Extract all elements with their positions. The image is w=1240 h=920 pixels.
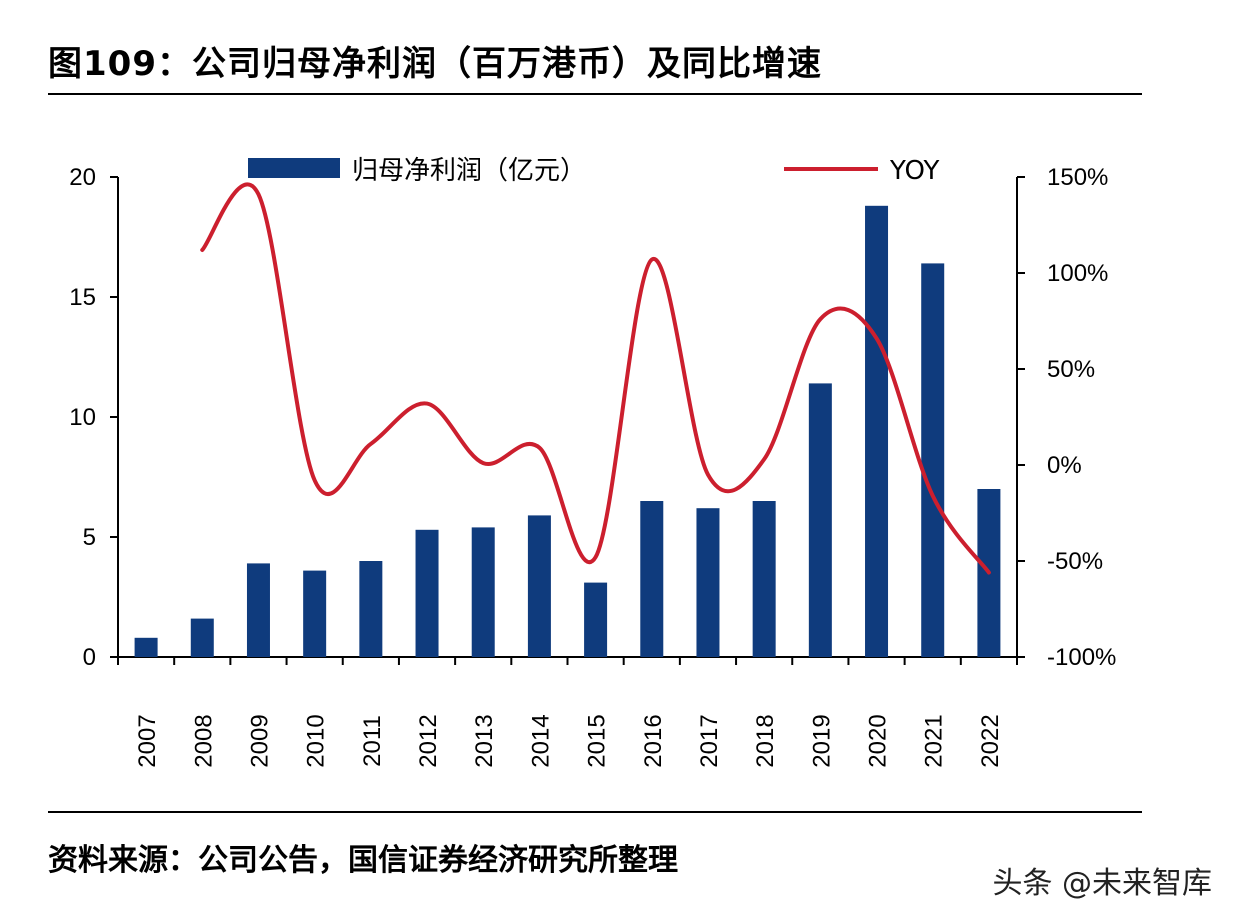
x-tick-label: 2021 bbox=[921, 714, 948, 767]
left-tick-label: 10 bbox=[69, 404, 96, 431]
legend-label-line: YOY bbox=[889, 156, 940, 186]
right-tick-label: 50% bbox=[1047, 356, 1095, 383]
bar-2021 bbox=[921, 263, 945, 657]
bar-2019 bbox=[808, 383, 832, 657]
yoy-line-group bbox=[200, 182, 991, 575]
left-tick-label: 0 bbox=[83, 644, 96, 671]
bars-group bbox=[134, 205, 1001, 658]
bar-2008 bbox=[190, 618, 214, 657]
x-tick-label: 2018 bbox=[752, 714, 779, 767]
right-tick-label: 0% bbox=[1047, 452, 1082, 479]
legend: 归母净利润（亿元） YOY bbox=[248, 156, 940, 186]
source-note: 资料来源：公司公告，国信证券经济研究所整理 bbox=[48, 843, 678, 878]
watermark: 头条 @未来智库 bbox=[992, 866, 1212, 901]
right-tick-label: -50% bbox=[1047, 548, 1103, 575]
x-tick-label: 2016 bbox=[640, 714, 667, 767]
x-tick-label: 2022 bbox=[977, 714, 1004, 767]
right-tick-label: -100% bbox=[1047, 644, 1116, 671]
legend-swatch-bar bbox=[248, 158, 340, 178]
bar-2012 bbox=[415, 529, 439, 657]
bar-2018 bbox=[752, 501, 776, 657]
bar-2010 bbox=[303, 570, 327, 657]
bar-2014 bbox=[527, 515, 551, 657]
figure-title: 图109：公司归母净利润（百万港币）及同比增速 bbox=[48, 44, 822, 84]
x-tick-label: 2008 bbox=[190, 714, 217, 767]
x-tick-label: 2014 bbox=[527, 714, 554, 767]
x-tick-label: 2011 bbox=[359, 715, 386, 767]
right-tick-label: 150% bbox=[1047, 164, 1108, 191]
x-tick-label: 2009 bbox=[246, 714, 273, 767]
right-tick-label: 100% bbox=[1047, 260, 1108, 287]
x-tick-label: 2012 bbox=[415, 714, 442, 767]
bar-2017 bbox=[696, 508, 720, 657]
chart: 归母净利润（亿元） YOY 0 5 10 15 20 -100% -50% 0% 50% 100% 1… bbox=[69, 156, 1116, 768]
x-tick-label: 2017 bbox=[696, 714, 723, 767]
left-tick-label: 20 bbox=[69, 164, 96, 191]
title-divider bbox=[48, 93, 1142, 95]
legend-label-bar: 归母净利润（亿元） bbox=[352, 156, 586, 186]
bar-2020 bbox=[865, 205, 889, 658]
x-tick-label: 2020 bbox=[865, 714, 892, 767]
bar-2016 bbox=[640, 501, 664, 657]
x-tick-label: 2010 bbox=[303, 714, 330, 767]
source-divider bbox=[48, 811, 1142, 813]
x-tick-label: 2015 bbox=[584, 714, 611, 767]
bar-2013 bbox=[471, 527, 495, 657]
left-tick-label: 15 bbox=[69, 284, 96, 311]
bar-2007 bbox=[134, 637, 158, 657]
left-tick-label: 5 bbox=[83, 524, 96, 551]
bar-2009 bbox=[246, 563, 270, 657]
yoy-line bbox=[200, 182, 991, 575]
tick-labels-group: 0 5 10 15 20 -100% -50% 0% 50% 100% 150% 2007 2008 20… bbox=[69, 164, 1116, 768]
x-tick-label: 2013 bbox=[471, 714, 498, 767]
bar-2011 bbox=[359, 561, 383, 657]
x-tick-label: 2019 bbox=[808, 714, 835, 767]
x-tick-label: 2007 bbox=[134, 714, 161, 767]
bar-2015 bbox=[584, 582, 608, 657]
